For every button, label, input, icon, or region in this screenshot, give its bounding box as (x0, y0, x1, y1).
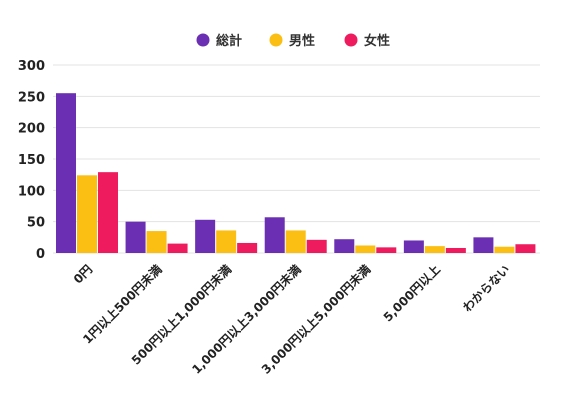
bar-総計-3 (264, 217, 285, 253)
y-tick-label: 250 (18, 90, 45, 105)
x-tick-label: 0円 (71, 262, 95, 286)
legend-label: 男性 (289, 33, 315, 49)
bar-女性-1 (167, 243, 188, 253)
bar-総計-5 (403, 240, 424, 253)
bar-総計-4 (334, 239, 355, 253)
bar-総計-6 (473, 237, 494, 253)
bar-女性-5 (445, 247, 466, 253)
bar-女性-6 (515, 244, 536, 253)
bar-総計-2 (195, 219, 216, 253)
bars (56, 93, 536, 253)
legend-marker (344, 33, 358, 47)
y-tick-label: 100 (18, 184, 45, 199)
legend-marker (269, 33, 283, 47)
bar-女性-2 (237, 242, 258, 253)
y-axis: 0 50 100 150 200 250 300 (18, 59, 45, 262)
bar-総計-0 (56, 93, 76, 253)
bar-女性-4 (376, 247, 397, 253)
x-tick-label: わからない (460, 262, 512, 314)
legend-marker (196, 33, 210, 47)
bar-男性-1 (146, 231, 167, 253)
y-tick-label: 50 (27, 216, 45, 231)
bar-男性-0 (77, 175, 97, 253)
x-tick-label: 1,000円以上3,000円未満 (189, 262, 304, 377)
x-axis: 0円1円以上500円未満500円以上1,000円未満1,000円以上3,000円… (71, 262, 513, 377)
bar-総計-1 (125, 221, 146, 253)
x-tick-label: 5,000円以上 (380, 262, 443, 325)
bar-男性-4 (355, 245, 376, 253)
bar-男性-3 (285, 230, 306, 253)
x-tick-label: 3,000円以上5,000円未満 (258, 262, 373, 377)
bar-男性-6 (494, 246, 515, 253)
y-tick-label: 200 (18, 122, 45, 137)
y-tick-label: 0 (36, 247, 45, 262)
bar-女性-0 (98, 172, 118, 253)
legend: 総計 男性 女性 (196, 33, 390, 49)
bar-男性-2 (216, 230, 237, 253)
y-tick-label: 300 (18, 59, 45, 74)
legend-label: 総計 (216, 33, 242, 49)
legend-label: 女性 (364, 33, 390, 49)
bar-女性-3 (306, 239, 327, 253)
bar-男性-5 (424, 246, 445, 253)
y-tick-label: 150 (18, 153, 45, 168)
